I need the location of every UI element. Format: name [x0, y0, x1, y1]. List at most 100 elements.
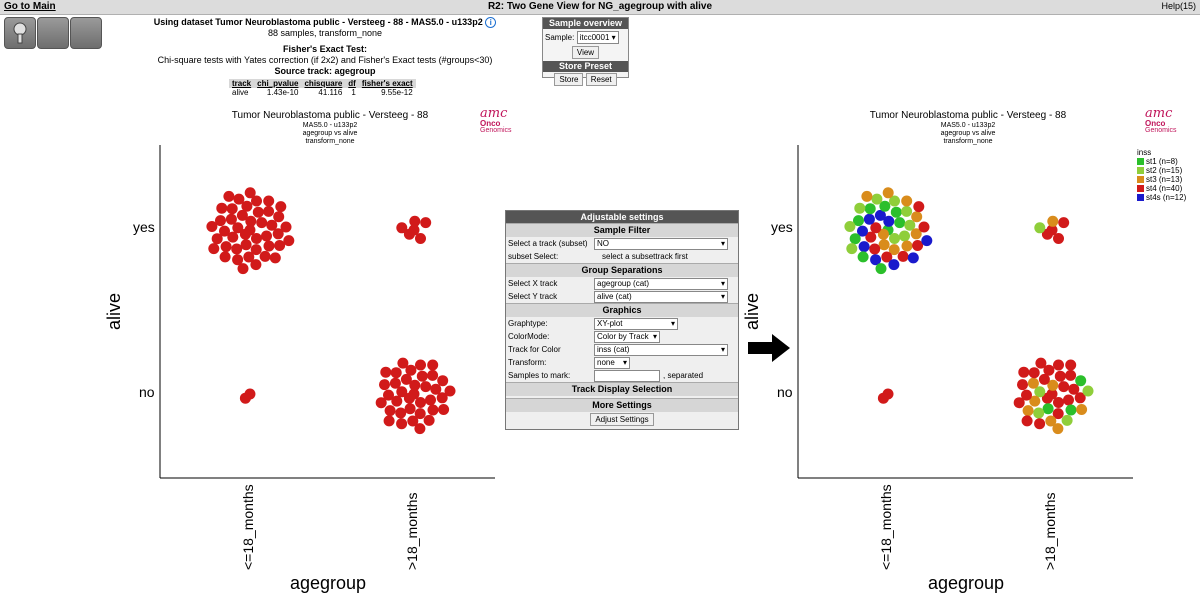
data-point[interactable] — [870, 222, 882, 234]
data-point[interactable] — [888, 244, 900, 256]
data-point[interactable] — [1038, 373, 1050, 385]
colormode-dropdown[interactable]: Color by Track — [594, 331, 660, 343]
data-point[interactable] — [869, 243, 881, 255]
data-point[interactable] — [1034, 222, 1046, 234]
data-point[interactable] — [409, 379, 421, 391]
data-point[interactable] — [1017, 379, 1028, 391]
data-point[interactable] — [921, 235, 933, 247]
data-point[interactable] — [889, 195, 900, 207]
data-point[interactable] — [416, 370, 428, 382]
data-point[interactable] — [1047, 215, 1059, 227]
data-point[interactable] — [244, 187, 256, 199]
data-point[interactable] — [219, 225, 230, 237]
go-to-main-link[interactable]: Go to Main — [4, 1, 56, 12]
data-point[interactable] — [437, 375, 449, 387]
data-point[interactable] — [871, 193, 883, 205]
adjust-settings-button[interactable]: Adjust Settings — [590, 413, 654, 426]
data-point[interactable] — [1063, 394, 1074, 406]
select-x-dropdown[interactable]: agegroup (cat) — [594, 278, 728, 290]
data-point[interactable] — [858, 241, 870, 253]
data-point[interactable] — [911, 211, 923, 223]
data-point[interactable] — [243, 251, 255, 263]
data-point[interactable] — [1058, 217, 1070, 229]
data-point[interactable] — [1053, 233, 1064, 244]
data-point[interactable] — [227, 231, 239, 243]
select-y-dropdown[interactable]: alive (cat) — [594, 291, 728, 303]
data-point[interactable] — [266, 219, 278, 231]
data-point[interactable] — [272, 228, 284, 240]
data-point[interactable] — [864, 203, 876, 215]
data-point[interactable] — [283, 235, 295, 247]
data-point[interactable] — [1034, 418, 1046, 430]
data-point[interactable] — [1022, 405, 1034, 417]
data-point[interactable] — [857, 251, 869, 263]
graphtype-dropdown[interactable]: XY-plot — [594, 318, 678, 330]
data-point[interactable] — [904, 219, 916, 231]
data-point[interactable] — [239, 228, 251, 240]
data-point[interactable] — [863, 213, 875, 225]
data-point[interactable] — [409, 215, 421, 227]
data-point[interactable] — [223, 190, 235, 202]
data-point[interactable] — [375, 397, 387, 409]
data-point[interactable] — [1045, 415, 1057, 427]
data-point[interactable] — [427, 369, 439, 381]
track-color-dropdown[interactable]: inss (cat) — [594, 344, 728, 356]
data-point[interactable] — [1035, 357, 1047, 369]
data-point[interactable] — [236, 209, 248, 221]
data-point[interactable] — [404, 403, 416, 415]
data-point[interactable] — [423, 414, 435, 426]
data-point[interactable] — [1047, 379, 1059, 391]
data-point[interactable] — [875, 263, 887, 275]
data-point[interactable] — [384, 405, 396, 417]
data-point[interactable] — [1052, 408, 1064, 420]
data-point[interactable] — [894, 217, 906, 229]
data-point[interactable] — [910, 228, 922, 240]
data-point[interactable] — [1075, 375, 1087, 387]
data-point[interactable] — [240, 239, 252, 251]
data-point[interactable] — [390, 367, 402, 379]
data-point[interactable] — [219, 251, 231, 263]
data-point[interactable] — [1018, 366, 1030, 378]
data-point[interactable] — [897, 250, 909, 262]
data-point[interactable] — [1028, 367, 1040, 379]
data-point[interactable] — [280, 221, 292, 233]
data-point[interactable] — [263, 205, 275, 217]
data-point[interactable] — [252, 206, 264, 218]
transform-dropdown[interactable]: none — [594, 357, 630, 369]
data-point[interactable] — [420, 217, 432, 229]
col-chi-pvalue[interactable]: chi_pvalue — [254, 79, 302, 88]
col-fisher[interactable]: fisher's exact — [358, 79, 416, 88]
data-point[interactable] — [215, 215, 226, 227]
data-point[interactable] — [256, 217, 268, 229]
data-point[interactable] — [232, 254, 244, 266]
data-point[interactable] — [883, 215, 895, 227]
data-point[interactable] — [389, 377, 401, 389]
data-point[interactable] — [231, 243, 243, 255]
data-point[interactable] — [861, 190, 873, 202]
data-point[interactable] — [251, 195, 262, 207]
data-point[interactable] — [259, 250, 271, 262]
data-point[interactable] — [400, 373, 412, 385]
data-point[interactable] — [870, 254, 882, 266]
data-point[interactable] — [407, 415, 419, 427]
data-point[interactable] — [877, 228, 889, 240]
data-point[interactable] — [415, 397, 426, 408]
help-link[interactable]: Help(15) — [1161, 1, 1196, 11]
data-point[interactable] — [865, 231, 877, 243]
data-point[interactable] — [1065, 404, 1077, 416]
select-track-subset-dropdown[interactable]: NO — [594, 238, 728, 250]
tool-button-1[interactable] — [4, 17, 36, 49]
data-point[interactable] — [1065, 369, 1077, 381]
data-point[interactable] — [251, 233, 262, 244]
data-point[interactable] — [239, 392, 251, 404]
data-point[interactable] — [245, 215, 257, 227]
reset-button[interactable]: Reset — [585, 73, 617, 86]
data-point[interactable] — [397, 357, 409, 369]
data-point[interactable] — [383, 389, 394, 401]
data-point[interactable] — [395, 407, 407, 419]
data-point[interactable] — [1041, 392, 1053, 404]
data-point[interactable] — [250, 259, 262, 271]
data-point[interactable] — [854, 202, 866, 214]
data-point[interactable] — [874, 209, 886, 221]
data-point[interactable] — [1021, 415, 1033, 427]
